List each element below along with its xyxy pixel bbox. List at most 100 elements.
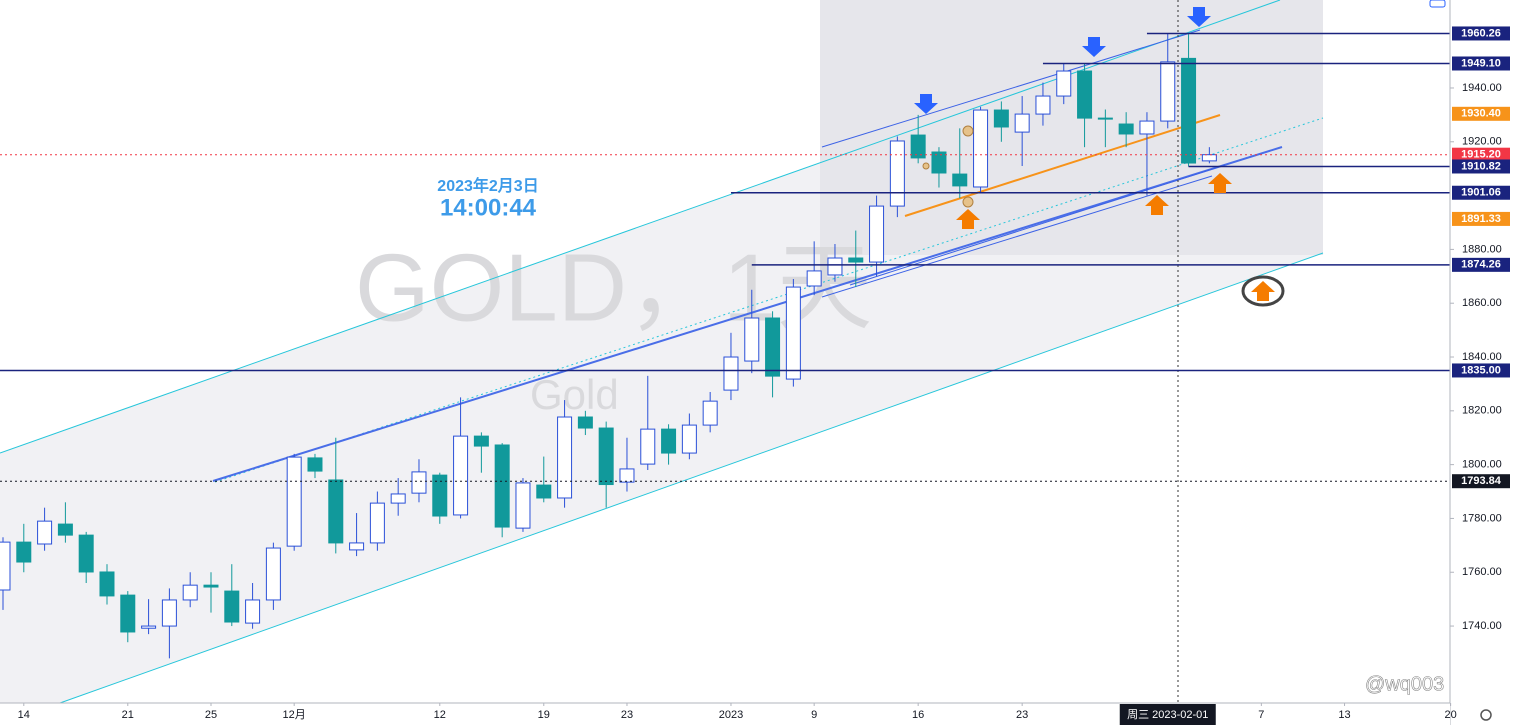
candle-body [245,599,261,624]
candle-body [349,542,365,551]
x-tick-label: 16 [912,709,924,721]
x-tick-label: 14 [18,709,30,721]
candle-body [286,456,302,547]
candle-body [1077,70,1093,119]
credit: @wq003 [1365,673,1444,695]
candle-body [702,400,718,426]
price-label-box [1452,185,1510,200]
candle-body [931,151,947,174]
inner-upper [821,29,1201,148]
candle-body [390,493,406,504]
price-label-box [1452,211,1510,226]
candle-body [37,520,53,545]
candle-body [973,109,989,188]
candle-body [744,317,760,362]
candle-body [661,428,677,454]
arrow [956,209,980,229]
price-label-box [1452,159,1510,174]
axes: 1740.00 1760.00 1780.00 1800.00 1820.00 1840.… [18,26,1510,725]
y-tick-label: 1860.00 [1462,297,1502,309]
price-label: 1891.33 [1461,213,1501,225]
y-tick-label: 1840.00 [1462,351,1502,363]
candle-body [723,356,739,391]
dot [922,162,930,170]
candle-body [993,109,1009,128]
price-label: 1960.26 [1461,27,1501,39]
candle-body [1201,154,1217,162]
up-arrows [956,173,1275,301]
y-tick-label: 1800.00 [1462,459,1502,471]
price-label: 1949.10 [1461,57,1501,69]
candle-body [785,286,801,380]
y-tick-label: 1780.00 [1462,512,1502,524]
candle-body [889,140,905,207]
price-label-box [1452,257,1510,272]
y-tick-label: 1740.00 [1462,620,1502,632]
trendline [212,146,1283,482]
dot [962,125,974,137]
time-axis [0,703,1450,725]
candle-body [141,625,157,629]
y-tick-label: 1920.00 [1462,136,1502,148]
channel-mid [214,117,1324,483]
x-tick-label: 23 [621,709,633,721]
x-tick-label: 12 [434,709,446,721]
price-label: 1901.06 [1461,187,1501,199]
candle-body [78,534,94,573]
inner-lower [821,175,1213,298]
candle-body [827,257,843,276]
crosshair-label: 周三 2023-02-01 [1127,708,1208,721]
arrow [1187,7,1211,27]
price-label-box [1452,106,1510,121]
candle-body [536,484,552,499]
channel-lower [59,252,1324,704]
candle-body [952,173,968,187]
price-label-box [1452,56,1510,71]
dots [922,125,974,208]
candle-body [432,474,448,517]
candle-body [557,416,573,499]
price-label: 1835.00 [1461,364,1501,376]
candle-body [640,428,656,465]
icon[interactable] [1429,0,1446,8]
x-tick-label: 12月 [283,709,306,721]
x-tick-label: 21 [122,709,134,721]
candle-body [1056,70,1072,97]
y-tick-label: 1760.00 [1462,566,1502,578]
dot [962,196,974,208]
candle-body [307,457,323,472]
candle-body [1181,57,1197,164]
candle-body [182,584,198,601]
candle-body [411,471,427,494]
x-tick-label: 2023 [719,709,743,721]
arrow [1082,37,1106,57]
marks [0,32,1450,659]
candle-body [473,435,489,447]
candle-body [1118,123,1134,135]
candle-body [265,547,281,601]
x-tick-label: 7 [1258,709,1264,721]
candle-body [681,424,697,454]
x-tick-label: 23 [1016,709,1028,721]
arrow [1208,173,1232,193]
candle-body [515,482,531,529]
candle-body [328,479,344,544]
price-label-box [1452,147,1510,162]
price-label: 1793.84 [1461,475,1502,487]
settings-icon[interactable] [1480,709,1492,721]
candle-body [577,416,593,429]
annotation-date: 2023年2月3日 [437,176,538,195]
candle-body [619,468,635,483]
price-label: 1910.82 [1461,160,1501,172]
candle-body [369,502,385,544]
x-tick-label: 19 [538,709,550,721]
candle-body [1139,120,1155,135]
candle-body [1160,61,1176,122]
down-arrows [914,7,1211,114]
candle-body [16,541,32,563]
candle-body [203,584,219,588]
crosshair-label-box [1119,704,1216,725]
candle-body [224,590,240,623]
x-tick-label: 9 [811,709,817,721]
candle-body [910,134,926,159]
